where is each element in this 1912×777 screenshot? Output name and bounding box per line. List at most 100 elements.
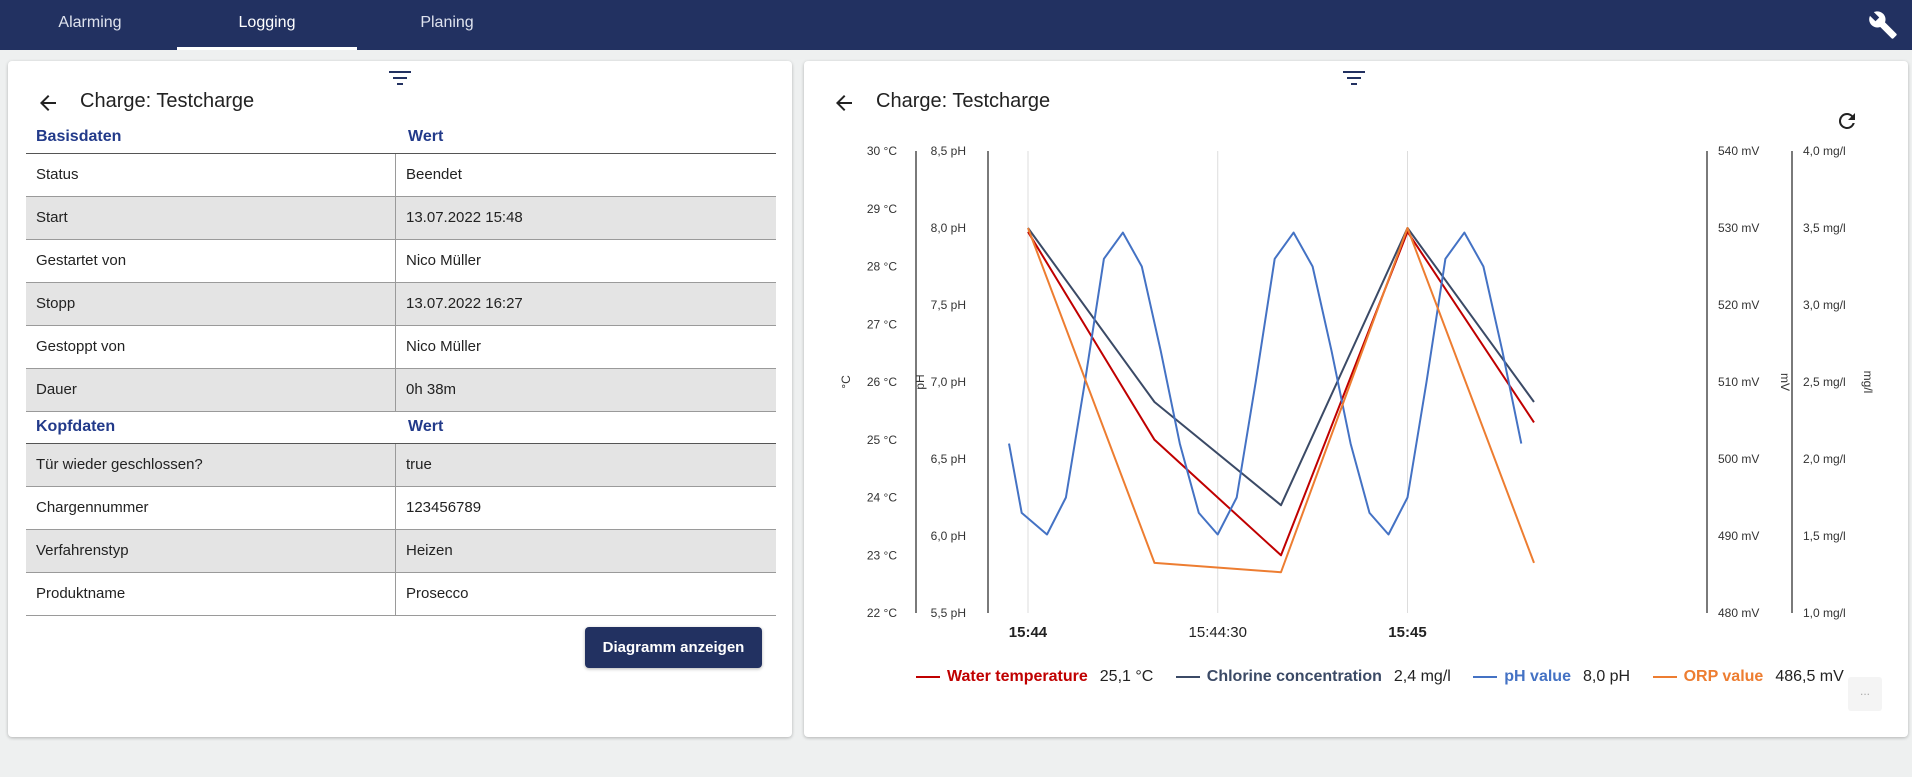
ph-tick-label: 5,5 pH xyxy=(931,606,966,620)
legend-value: 8,0 pH xyxy=(1582,668,1631,685)
show-chart-button[interactable]: Diagramm anzeigen xyxy=(585,627,762,668)
temp-tick-label: 25 °C xyxy=(867,433,897,447)
series-line-1 xyxy=(1027,227,1535,507)
temp-tick-label: 26 °C xyxy=(867,375,897,389)
temp-tick-label: 23 °C xyxy=(867,548,897,562)
x-tick-label: 15:44 xyxy=(1009,624,1048,641)
back-arrow-icon[interactable] xyxy=(832,91,856,115)
orp-tick-label: 540 mV xyxy=(1718,144,1759,158)
orp-tick-label: 520 mV xyxy=(1718,298,1759,312)
table-row: Tür wieder geschlossen? true xyxy=(26,444,776,487)
legend-swatch xyxy=(1473,675,1498,678)
filter-icon[interactable] xyxy=(1342,69,1366,87)
legend-label: pH value xyxy=(1504,668,1571,685)
row-key: Stopp xyxy=(36,295,76,312)
chlorine-tick-label: 3,0 mg/l xyxy=(1803,298,1846,312)
chart-menu-button[interactable]: ... xyxy=(1848,677,1882,711)
legend-item[interactable]: Water temperature 25,1 °C xyxy=(916,668,1153,686)
ph-tick-label: 6,0 pH xyxy=(931,529,966,543)
chlorine-tick-label: 2,0 mg/l xyxy=(1803,452,1846,466)
row-value: Heizen xyxy=(406,542,453,559)
x-tick-label: 15:44:30 xyxy=(1189,624,1247,641)
top-navigation-bar: Alarming Logging Planing xyxy=(0,0,1912,50)
wrench-icon[interactable] xyxy=(1868,10,1898,40)
table-row: Stopp 13.07.2022 16:27 xyxy=(26,283,776,326)
row-key: Dauer xyxy=(36,381,77,398)
chlorine-tick-label: 4,0 mg/l xyxy=(1803,144,1846,158)
legend-value: 25,1 °C xyxy=(1099,668,1154,685)
table-row: Gestartet von Nico Müller xyxy=(26,240,776,283)
column-header-value: Wert xyxy=(408,128,444,145)
ph-tick-label: 7,5 pH xyxy=(931,298,966,312)
orp-tick-label: 490 mV xyxy=(1718,529,1759,543)
table-header: Basisdaten Wert xyxy=(26,122,776,154)
legend-swatch xyxy=(1652,675,1677,678)
temp-axis-title: °C xyxy=(839,375,853,389)
ph-tick-label: 8,0 pH xyxy=(931,221,966,235)
row-key: Start xyxy=(36,209,68,226)
table-row: Produktname Prosecco xyxy=(26,573,776,616)
temp-tick-label: 27 °C xyxy=(867,317,897,331)
legend-value: 2,4 mg/l xyxy=(1393,668,1451,685)
column-header-key: Kopfdaten xyxy=(36,418,116,435)
chlorine-tick-label: 1,0 mg/l xyxy=(1803,606,1846,620)
temp-tick-label: 22 °C xyxy=(867,606,897,620)
orp-tick-label: 500 mV xyxy=(1718,452,1759,466)
row-key: Gestartet von xyxy=(36,252,127,269)
x-tick-label: 15:45 xyxy=(1388,624,1426,641)
temp-tick-label: 30 °C xyxy=(867,144,897,158)
row-key: Gestoppt von xyxy=(36,338,126,355)
tab-planing[interactable]: Planing xyxy=(420,14,474,31)
legend-label: Chlorine concentration xyxy=(1206,668,1382,685)
row-key: Verfahrenstyp xyxy=(36,542,129,559)
table-header: Kopfdaten Wert xyxy=(26,412,776,444)
back-arrow-icon[interactable] xyxy=(36,91,60,115)
ph-tick-label: 6,5 pH xyxy=(931,452,966,466)
row-key: Tür wieder geschlossen? xyxy=(36,456,203,473)
chart-legend: Water temperature 25,1 °C Chlorine concen… xyxy=(916,668,1862,686)
tab-alarming[interactable]: Alarming xyxy=(58,14,122,31)
chlorine-axis-title: mg/l xyxy=(1861,371,1875,394)
table-row: Verfahrenstyp Heizen xyxy=(26,530,776,573)
row-value: 13.07.2022 16:27 xyxy=(406,295,523,312)
chlorine-tick-label: 2,5 mg/l xyxy=(1803,375,1846,389)
row-key: Produktname xyxy=(36,585,126,602)
row-value: 13.07.2022 15:48 xyxy=(406,209,523,226)
orp-tick-label: 530 mV xyxy=(1718,221,1759,235)
filter-icon[interactable] xyxy=(388,69,412,87)
chlorine-tick-label: 3,5 mg/l xyxy=(1803,221,1846,235)
orp-tick-label: 480 mV xyxy=(1718,606,1759,620)
page-title: Charge: Testcharge xyxy=(80,90,255,112)
row-value: true xyxy=(406,456,432,473)
row-value: Nico Müller xyxy=(406,338,482,355)
table-row: Chargennummer 123456789 xyxy=(26,487,776,530)
chlorine-tick-label: 1,5 mg/l xyxy=(1803,529,1846,543)
temp-tick-label: 28 °C xyxy=(867,260,897,274)
series-line-3 xyxy=(1027,227,1535,574)
legend-item[interactable]: Chlorine concentration 2,4 mg/l xyxy=(1175,668,1451,686)
row-value: Prosecco xyxy=(406,585,469,602)
temp-tick-label: 24 °C xyxy=(867,491,897,505)
column-header-value: Wert xyxy=(408,418,444,435)
table-row: Start 13.07.2022 15:48 xyxy=(26,197,776,240)
temp-tick-label: 29 °C xyxy=(867,202,897,216)
line-chart: 15:44 15:44:30 15:45 22 °C 23 °C 24 °C 25 °C 26… xyxy=(839,144,1875,641)
row-value: 123456789 xyxy=(406,499,482,516)
legend-swatch xyxy=(1175,675,1200,678)
row-value: Beendet xyxy=(406,166,462,183)
series-line-2 xyxy=(1008,231,1523,536)
charge-detail-card: Charge: Testcharge Basisdaten Wert Statu… xyxy=(8,61,792,737)
orp-tick-label: 510 mV xyxy=(1718,375,1759,389)
table-row: Status Beendet xyxy=(26,154,776,197)
ph-axis-title: pH xyxy=(913,374,927,389)
row-value: 0h 38m xyxy=(406,381,457,398)
tab-logging[interactable]: Logging xyxy=(177,0,357,50)
legend-item[interactable]: ORP value 486,5 mV xyxy=(1652,668,1844,686)
column-header-key: Basisdaten xyxy=(36,128,122,145)
row-key: Status xyxy=(36,166,79,183)
row-value: Nico Müller xyxy=(406,252,482,269)
legend-item[interactable]: pH value 8,0 pH xyxy=(1473,668,1630,686)
charge-chart-card: Charge: Testcharge 15:44 15:44:30 15:45 22 … xyxy=(804,61,1908,737)
table-row: Gestoppt von Nico Müller xyxy=(26,326,776,369)
orp-axis-title: mV xyxy=(1778,373,1792,391)
